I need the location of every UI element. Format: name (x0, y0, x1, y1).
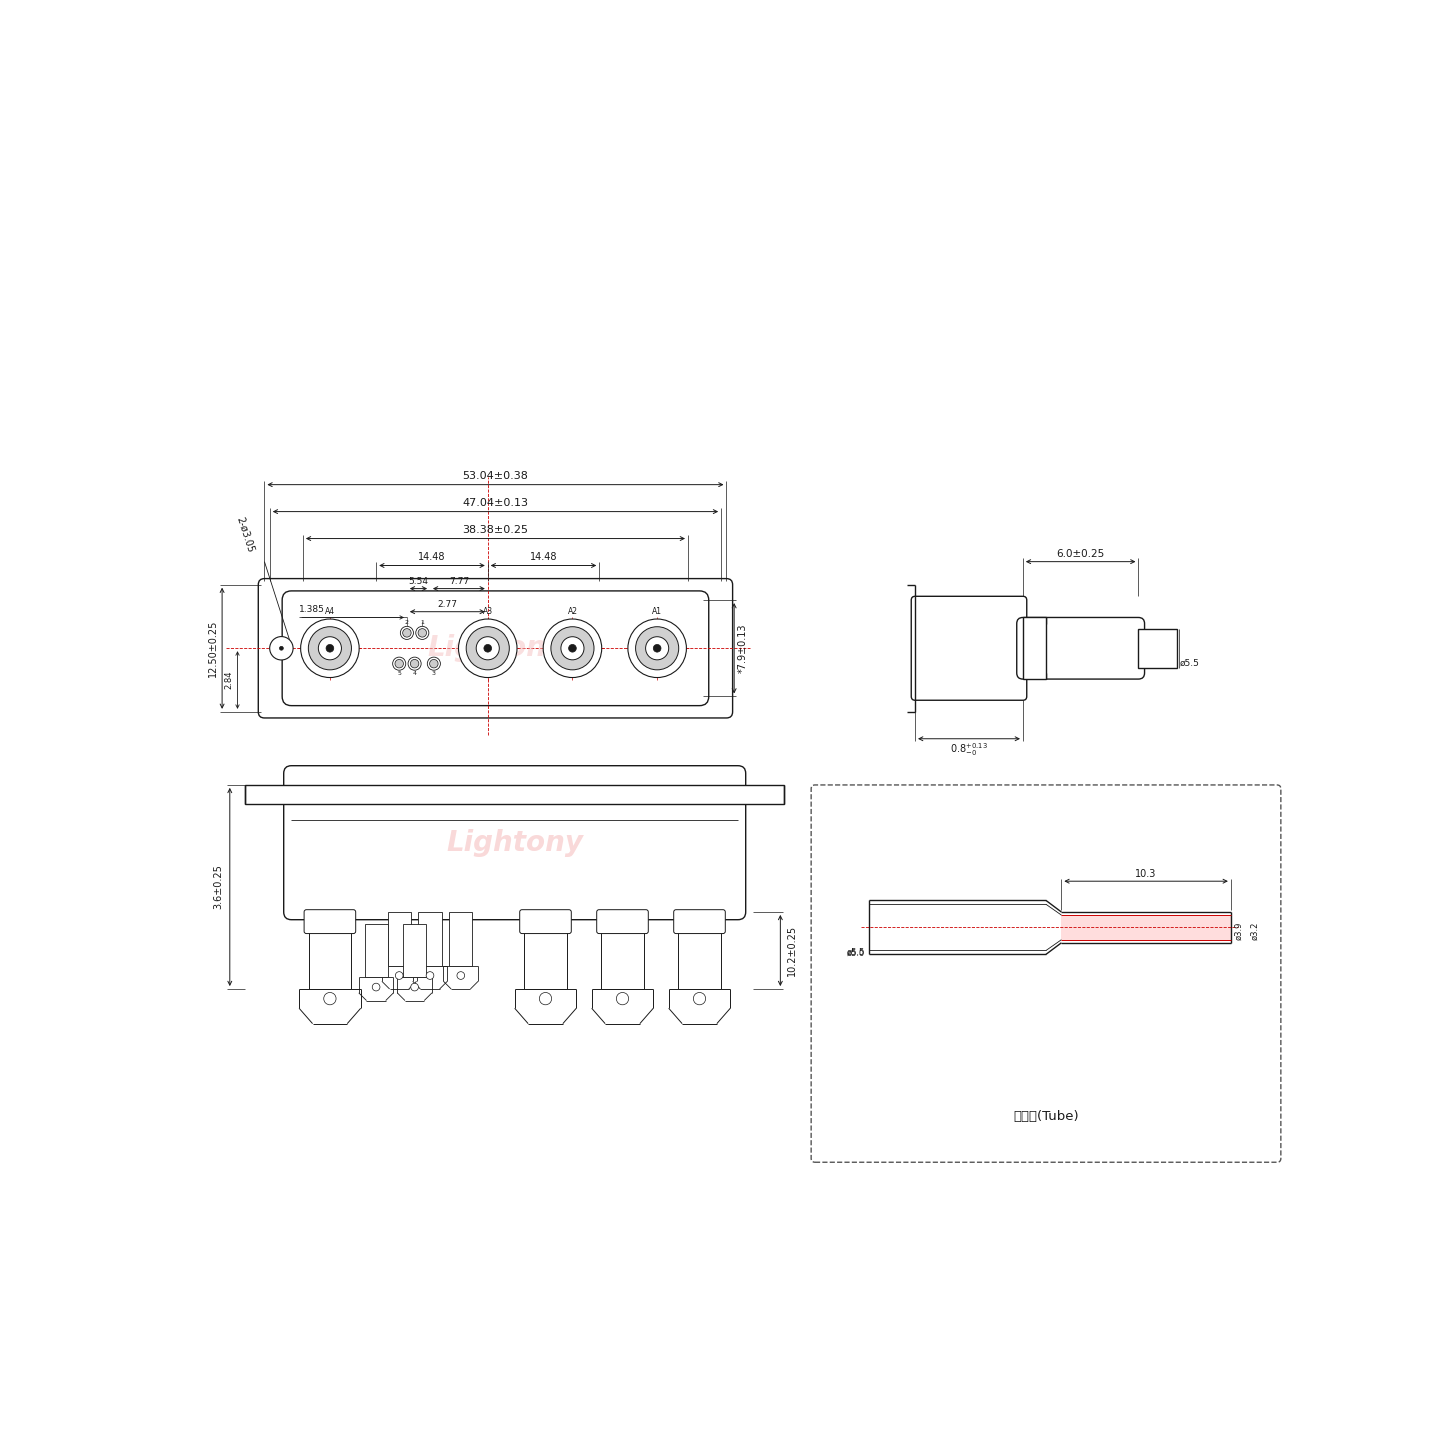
Text: 12.50±0.25: 12.50±0.25 (209, 619, 219, 677)
Circle shape (552, 626, 595, 670)
Bar (1022, 618, 1045, 680)
Bar (419, 912, 442, 966)
Circle shape (543, 619, 602, 678)
Circle shape (400, 626, 413, 639)
Text: Lightony: Lightony (446, 828, 583, 857)
Text: 2-ø3.05: 2-ø3.05 (235, 516, 256, 554)
Bar (524, 912, 567, 989)
Circle shape (395, 660, 403, 668)
Circle shape (279, 647, 284, 651)
Circle shape (458, 619, 517, 678)
Text: 屏蔽管(Tube): 屏蔽管(Tube) (1014, 1110, 1079, 1123)
Text: 2: 2 (405, 621, 409, 625)
Circle shape (654, 645, 661, 652)
Circle shape (429, 660, 438, 668)
Bar (449, 912, 472, 966)
Circle shape (373, 984, 380, 991)
FancyBboxPatch shape (304, 910, 356, 933)
Circle shape (426, 972, 433, 979)
Circle shape (308, 626, 351, 670)
Text: 4: 4 (413, 671, 416, 677)
Text: ø3.2: ø3.2 (1250, 922, 1259, 940)
Text: A2: A2 (567, 606, 577, 616)
Circle shape (428, 657, 441, 670)
Text: 10.3: 10.3 (1135, 868, 1156, 878)
Text: A3: A3 (482, 606, 492, 616)
Text: 1.385: 1.385 (300, 605, 325, 615)
Text: 2.77: 2.77 (438, 600, 458, 609)
Text: 5.54: 5.54 (409, 577, 429, 586)
Text: A4: A4 (325, 606, 336, 616)
Circle shape (325, 645, 334, 652)
Text: Lightony: Lightony (426, 634, 564, 662)
Bar (678, 912, 720, 989)
FancyBboxPatch shape (282, 590, 708, 706)
Text: 6.0±0.25: 6.0±0.25 (1057, 549, 1104, 559)
Text: ø5.5: ø5.5 (847, 948, 865, 956)
Text: 7.77: 7.77 (449, 577, 469, 586)
Bar (602, 912, 644, 989)
FancyBboxPatch shape (258, 579, 733, 719)
Text: A1: A1 (652, 606, 662, 616)
Bar (403, 923, 426, 978)
Circle shape (628, 619, 687, 678)
Text: ø5.0: ø5.0 (847, 949, 865, 958)
Circle shape (635, 626, 678, 670)
Text: 47.04±0.13: 47.04±0.13 (462, 498, 528, 508)
Circle shape (562, 636, 585, 660)
Text: 10.2±0.25: 10.2±0.25 (786, 924, 796, 976)
Circle shape (477, 636, 500, 660)
Bar (387, 912, 410, 966)
Circle shape (324, 992, 336, 1005)
Circle shape (540, 992, 552, 1005)
Circle shape (318, 636, 341, 660)
Circle shape (616, 992, 629, 1005)
Circle shape (403, 629, 412, 636)
Circle shape (467, 626, 510, 670)
Circle shape (408, 657, 420, 670)
Bar (364, 923, 387, 978)
Circle shape (410, 660, 419, 668)
Text: 3.6±0.25: 3.6±0.25 (213, 864, 223, 910)
Circle shape (645, 636, 668, 660)
Text: ø3.9: ø3.9 (1234, 922, 1244, 940)
Text: 2.84: 2.84 (225, 671, 233, 690)
Circle shape (484, 645, 491, 652)
FancyBboxPatch shape (596, 910, 648, 933)
FancyBboxPatch shape (912, 596, 1027, 700)
Text: ø5.5: ø5.5 (1179, 658, 1200, 668)
Circle shape (269, 636, 294, 660)
Text: 53.04±0.38: 53.04±0.38 (462, 471, 528, 481)
FancyBboxPatch shape (284, 766, 746, 920)
Text: 3: 3 (432, 671, 436, 677)
Circle shape (418, 629, 426, 636)
Bar (245, 785, 785, 804)
Bar (1139, 629, 1176, 668)
Text: 38.38±0.25: 38.38±0.25 (462, 524, 528, 534)
Circle shape (396, 972, 403, 979)
FancyBboxPatch shape (674, 910, 726, 933)
FancyBboxPatch shape (1017, 618, 1145, 680)
Text: *7.9±0.13: *7.9±0.13 (739, 624, 747, 672)
Circle shape (569, 645, 576, 652)
Bar (308, 912, 351, 989)
Text: 5: 5 (397, 671, 402, 677)
Text: 1: 1 (420, 621, 425, 625)
Text: 14.48: 14.48 (530, 553, 557, 563)
Text: $0.8^{+0.13}_{-0}$: $0.8^{+0.13}_{-0}$ (950, 742, 988, 757)
Circle shape (693, 992, 706, 1005)
Circle shape (416, 626, 429, 639)
Text: 14.48: 14.48 (418, 553, 446, 563)
Bar (1061, 914, 1231, 940)
Circle shape (410, 984, 419, 991)
Circle shape (456, 972, 465, 979)
FancyBboxPatch shape (520, 910, 572, 933)
Circle shape (393, 657, 406, 670)
Circle shape (301, 619, 359, 678)
FancyBboxPatch shape (811, 785, 1280, 1162)
